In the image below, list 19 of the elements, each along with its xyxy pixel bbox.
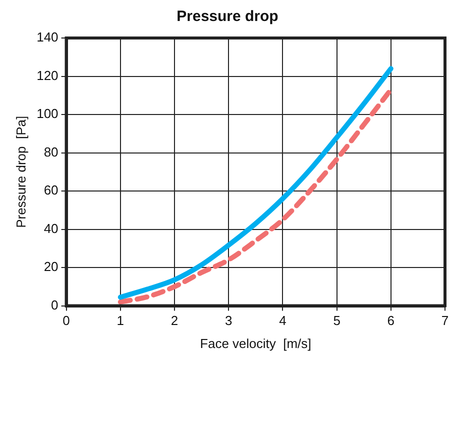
x-tick-label: 5 <box>333 313 340 328</box>
x-axis-title: Face velocity [m/s] <box>200 336 312 351</box>
y-tick-label: 60 <box>44 182 58 198</box>
x-tick-label: 7 <box>441 313 449 328</box>
y-tick-label: 80 <box>44 144 58 160</box>
y-axis-title: Pressure drop [Pa] <box>13 116 28 228</box>
y-tick-label: 0 <box>51 297 58 312</box>
x-tick-label: 3 <box>224 313 232 328</box>
x-tick-label: 0 <box>62 313 70 328</box>
x-tick-label: 1 <box>116 313 124 328</box>
x-tick-label: 2 <box>170 313 178 328</box>
chart-title: Pressure drop <box>176 8 278 26</box>
x-tick-label: 4 <box>279 313 286 328</box>
y-tick-label: 40 <box>44 220 58 236</box>
y-tick-label: 100 <box>36 106 58 122</box>
y-tick-label: 120 <box>36 68 58 83</box>
y-tick-label: 140 <box>36 30 58 45</box>
y-tick-label: 20 <box>44 259 58 274</box>
x-tick-label: 6 <box>387 313 395 328</box>
